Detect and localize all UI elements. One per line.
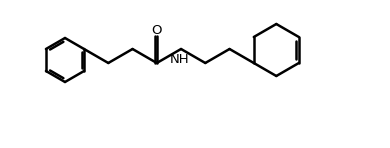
Text: NH: NH (170, 53, 190, 66)
Text: O: O (152, 24, 162, 37)
